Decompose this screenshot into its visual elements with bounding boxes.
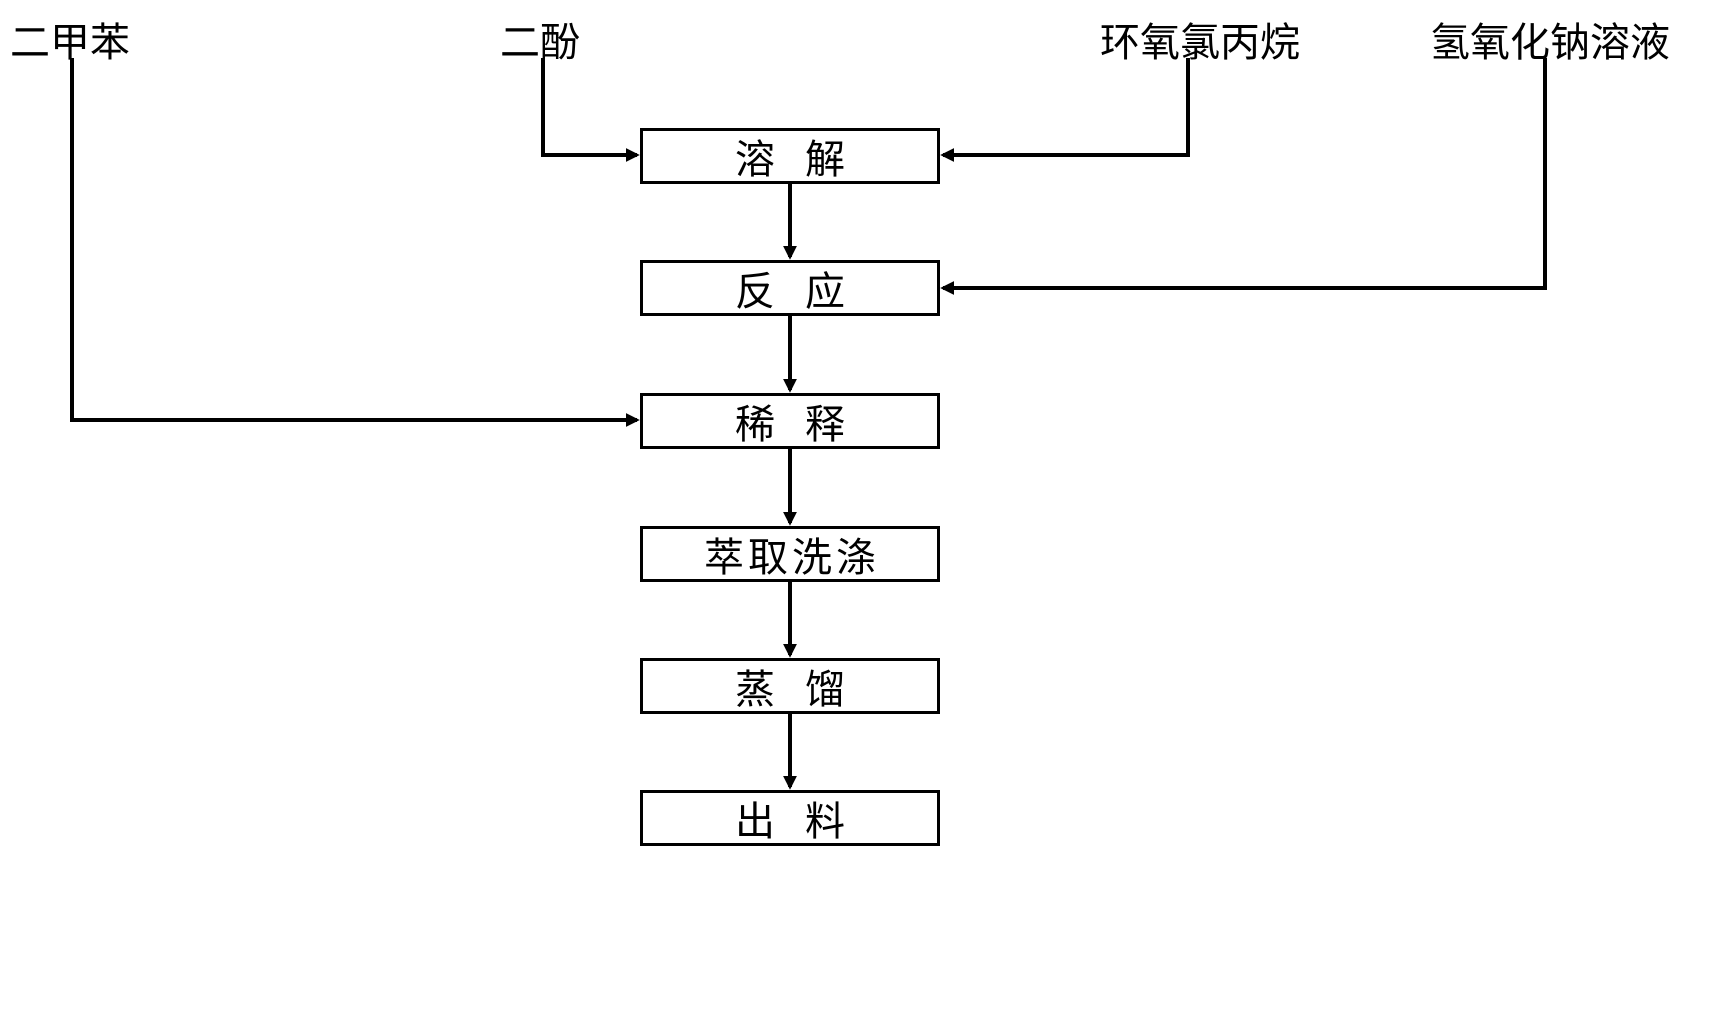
edge-diphenol_in	[543, 58, 637, 155]
connectors-svg	[0, 0, 1726, 1014]
flowchart-diagram: 二甲苯 二酚 环氧氯丙烷 氢氧化钠溶液 溶解 反应 稀释 萃取洗涤 蒸馏 出料	[0, 0, 1726, 1014]
edge-epichlorohydrin_in	[943, 58, 1188, 155]
edge-xylene_in	[72, 58, 637, 420]
edge-naoh_in	[943, 58, 1545, 288]
